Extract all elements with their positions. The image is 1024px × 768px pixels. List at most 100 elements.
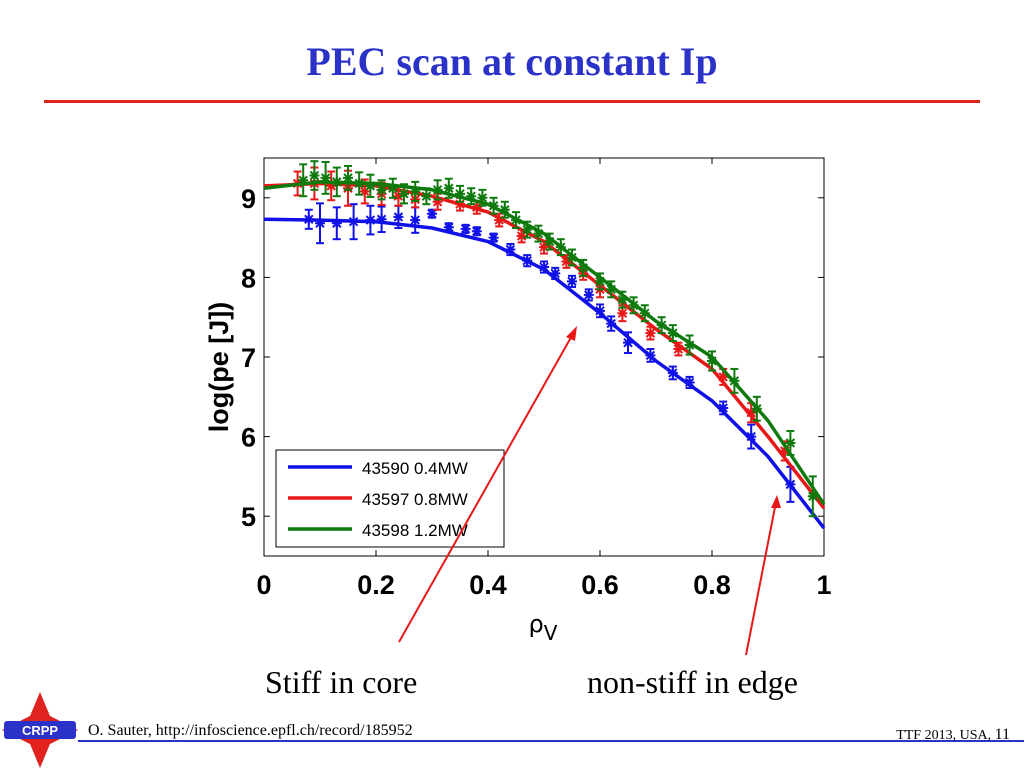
point-marker xyxy=(376,214,387,225)
point-marker xyxy=(505,244,516,255)
point-marker xyxy=(343,172,353,183)
data-point xyxy=(707,350,717,372)
point-marker xyxy=(432,184,443,195)
x-tick-label: 0 xyxy=(256,570,271,600)
data-point xyxy=(376,179,387,201)
point-marker xyxy=(511,215,521,226)
data-point xyxy=(628,296,639,315)
data-point xyxy=(499,200,510,219)
crpp-logo: CRPP xyxy=(2,692,78,768)
y-tick-label: 9 xyxy=(241,184,256,214)
point-marker xyxy=(555,242,566,253)
point-marker xyxy=(387,183,398,194)
footer-rule xyxy=(78,740,1024,742)
point-marker xyxy=(421,191,432,202)
data-point xyxy=(785,430,796,456)
data-point xyxy=(718,400,729,416)
data-point xyxy=(623,331,633,355)
data-point xyxy=(578,258,589,277)
annotation-stiff-core: Stiff in core xyxy=(265,664,418,700)
point-marker xyxy=(315,218,325,229)
point-marker xyxy=(729,375,740,386)
data-point xyxy=(667,324,678,343)
point-marker xyxy=(494,215,505,226)
point-marker xyxy=(639,308,650,319)
logo-text: CRPP xyxy=(22,723,58,738)
point-marker xyxy=(410,215,421,226)
data-point xyxy=(343,164,353,191)
data-point xyxy=(421,187,432,206)
data-point xyxy=(595,303,605,319)
point-marker xyxy=(410,186,421,197)
point-marker xyxy=(583,289,594,300)
point-marker xyxy=(656,320,667,331)
data-point xyxy=(443,177,454,199)
point-marker xyxy=(567,252,577,263)
point-marker xyxy=(499,204,510,215)
point-marker xyxy=(785,437,796,448)
point-marker xyxy=(718,402,729,413)
point-marker xyxy=(667,328,678,339)
point-marker xyxy=(488,200,499,211)
point-marker xyxy=(779,445,790,456)
data-point xyxy=(746,423,757,450)
page-number: 11 xyxy=(994,726,1010,743)
data-point xyxy=(488,232,499,243)
y-axis-label: log(pe [J]) xyxy=(204,302,234,432)
point-marker xyxy=(399,188,409,199)
point-marker xyxy=(533,228,544,239)
point-marker xyxy=(595,276,605,287)
data-point xyxy=(567,274,577,288)
title-rule xyxy=(44,100,980,103)
data-point xyxy=(606,315,617,332)
data-point xyxy=(376,205,387,234)
point-marker xyxy=(320,172,331,183)
data-point xyxy=(320,160,331,195)
arrow-edge-head xyxy=(771,495,781,508)
point-marker xyxy=(684,340,695,351)
point-marker xyxy=(516,231,527,242)
footer-right: TTF 2013, USA, 11 xyxy=(896,726,1010,744)
point-marker xyxy=(354,178,365,189)
data-point xyxy=(309,160,320,191)
data-point xyxy=(471,226,482,237)
point-marker xyxy=(477,192,488,203)
series-43598 xyxy=(263,160,826,518)
legend-label: 43597 0.8MW xyxy=(362,490,468,509)
point-marker xyxy=(466,191,477,202)
point-marker xyxy=(718,371,729,382)
data-point xyxy=(477,188,488,207)
point-marker xyxy=(326,180,337,191)
data-point xyxy=(326,170,337,202)
point-marker xyxy=(455,199,465,210)
data-point xyxy=(410,206,421,234)
point-marker xyxy=(393,191,404,202)
point-marker xyxy=(617,294,628,305)
point-marker xyxy=(376,184,387,195)
slide-title: PEC scan at constant Ip xyxy=(306,39,718,84)
data-point xyxy=(331,206,342,241)
data-point xyxy=(303,208,314,230)
point-marker xyxy=(567,276,577,287)
data-point xyxy=(522,254,533,268)
data-point xyxy=(399,183,409,205)
data-point xyxy=(684,334,695,356)
data-point xyxy=(729,367,740,394)
point-marker xyxy=(595,305,605,316)
point-marker xyxy=(746,431,757,442)
point-marker xyxy=(471,226,482,237)
point-marker xyxy=(303,214,314,225)
point-marker xyxy=(443,222,454,233)
arrow-edge-line xyxy=(745,501,777,656)
point-marker xyxy=(684,377,695,388)
point-marker xyxy=(522,255,533,266)
data-point xyxy=(298,163,309,198)
data-point xyxy=(522,220,533,239)
point-marker xyxy=(309,170,320,181)
point-marker xyxy=(673,344,684,355)
legend-label: 43590 0.4MW xyxy=(362,459,468,478)
point-marker xyxy=(331,176,342,187)
point-marker xyxy=(751,403,762,414)
y-tick-label: 6 xyxy=(241,423,256,453)
point-marker xyxy=(359,186,370,197)
